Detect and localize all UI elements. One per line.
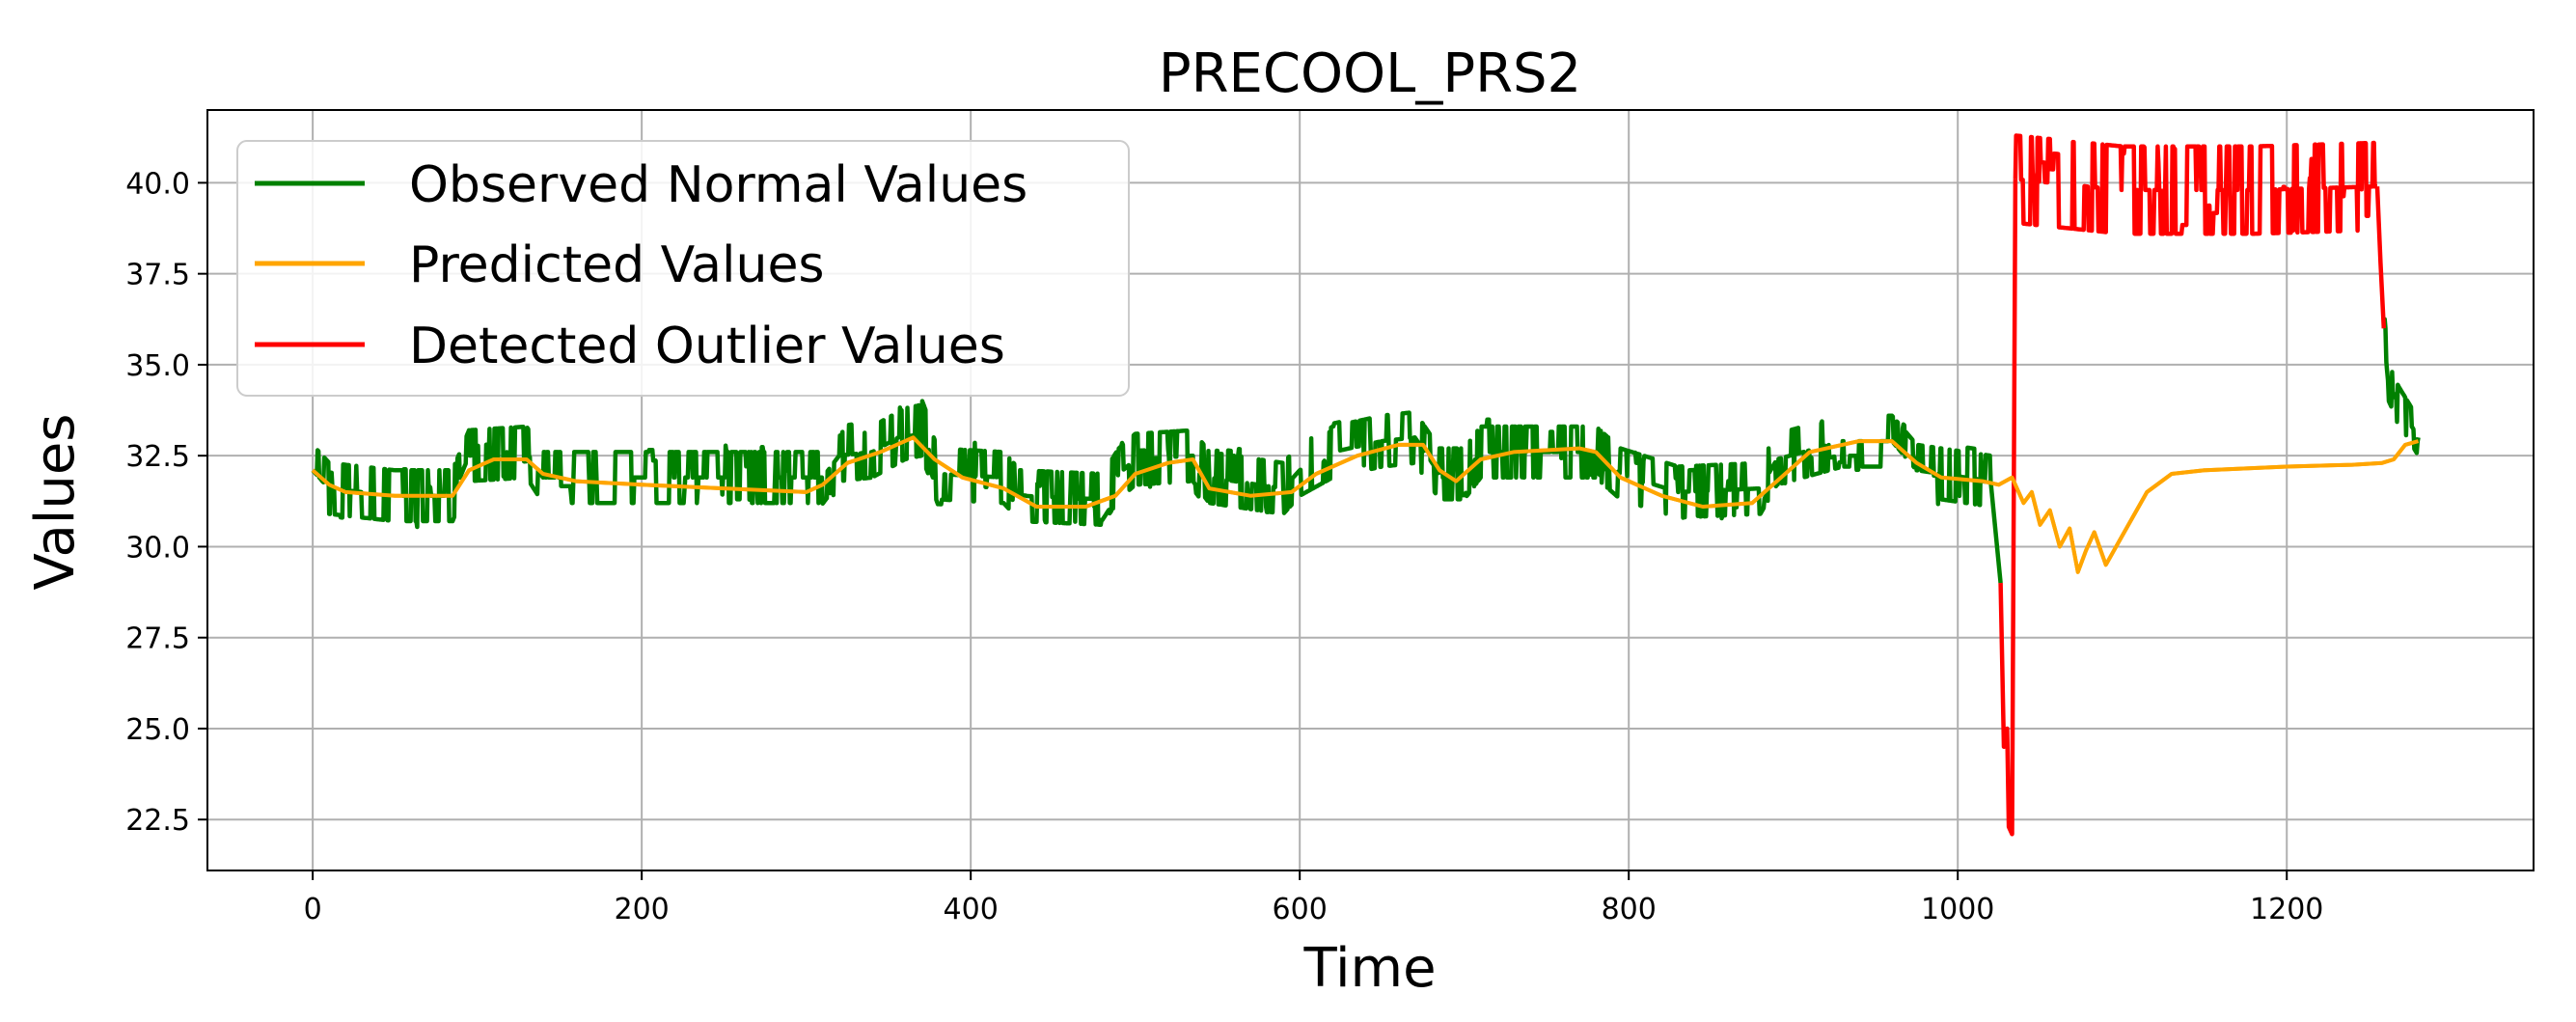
series-line-observed <box>2381 317 2421 456</box>
x-tick-label: 200 <box>615 893 670 926</box>
y-tick-label: 30.0 <box>125 531 190 565</box>
y-tick-label: 35.0 <box>125 349 190 383</box>
legend-box <box>236 140 1130 397</box>
series-line-outlier <box>2374 186 2387 329</box>
x-tick-label: 1000 <box>1921 893 1994 926</box>
series-group <box>311 133 2421 837</box>
y-tick-label: 32.5 <box>125 440 190 474</box>
legend-label-predicted: Predicted Values <box>409 236 825 294</box>
y-tick-label: 27.5 <box>125 622 190 656</box>
y-tick-label: 22.5 <box>125 804 190 838</box>
x-tick-label: 800 <box>1602 893 1657 926</box>
x-tick-label: 0 <box>304 893 322 926</box>
axis-ticks: 0 200 400 600 800 1000 1200 22.5 25.0 27.5 30.0 32.… <box>125 167 2323 926</box>
legend-label-outlier: Detected Outlier Values <box>409 318 1005 375</box>
y-tick-label: 40.0 <box>125 167 190 201</box>
x-tick-label: 400 <box>944 893 999 926</box>
y-tick-label: 25.0 <box>125 713 190 747</box>
legend-label-observed: Observed Normal Values <box>409 156 1028 214</box>
series-line-outlier <box>1998 179 2018 837</box>
chart-title: PRECOOL_PRS2 <box>1159 42 1581 105</box>
series-line-predicted-overlay <box>311 435 2420 574</box>
series-line-observed <box>311 399 1993 530</box>
series-line-outlier <box>2013 133 2379 236</box>
x-tick-label: 1200 <box>2250 893 2323 926</box>
legend: Observed Normal Values Predicted Values … <box>236 140 1130 397</box>
y-axis-label: Values <box>24 414 87 591</box>
x-axis-label: Time <box>1302 937 1436 1000</box>
series-line-observed <box>1988 481 2003 584</box>
y-tick-label: 37.5 <box>125 259 190 292</box>
x-tick-label: 600 <box>1273 893 1328 926</box>
plot-area-frame <box>206 109 2535 871</box>
